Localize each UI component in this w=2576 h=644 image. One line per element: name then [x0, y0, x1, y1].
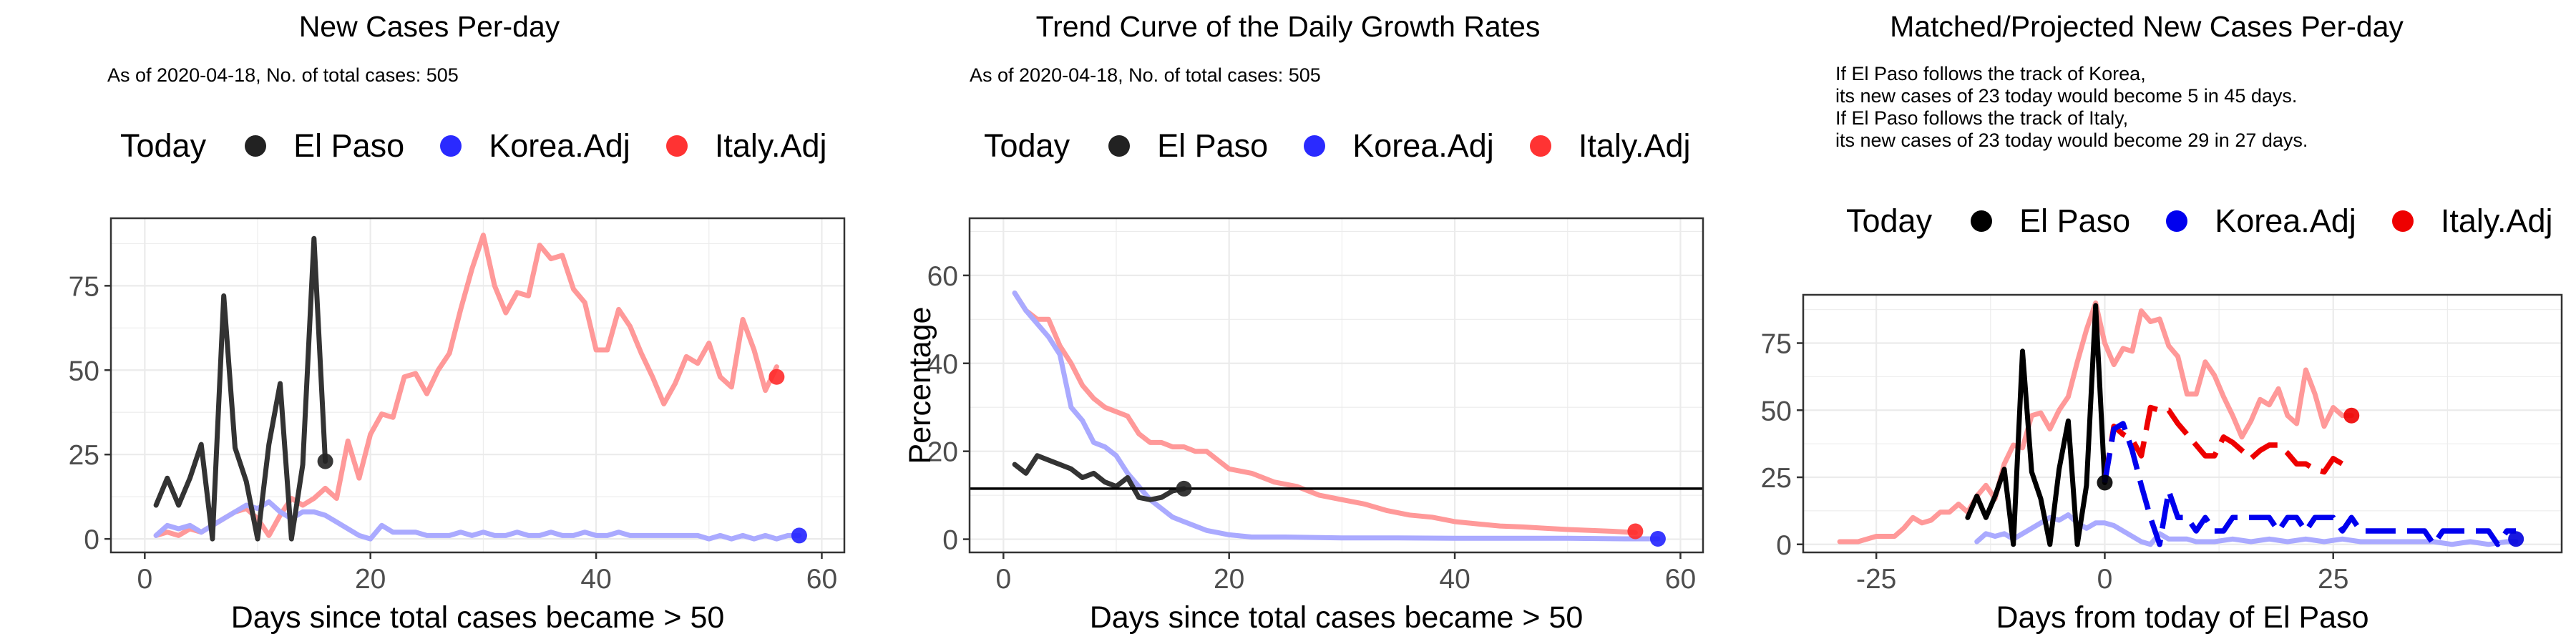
- series-line-italy-adj-matched: [1837, 300, 2354, 545]
- y-tick-label: 50: [69, 356, 99, 386]
- legend: Today El Paso Korea.Adj Italy.Adj: [984, 127, 1719, 165]
- subtitle-line: If El Paso follows the track of Korea,: [1835, 63, 2146, 84]
- x-tick-label: 20: [1214, 564, 1244, 595]
- plot-background: [970, 218, 1703, 552]
- series-line-korea-adj-projected: [2102, 421, 2517, 547]
- x-tick-label: 40: [1439, 564, 1470, 595]
- subtitle-line: its new cases of 23 today would become 2…: [1835, 130, 2308, 151]
- y-tick-label: 0: [84, 525, 99, 555]
- legend: Today El Paso Korea.Adj Italy.Adj: [120, 127, 856, 165]
- y-tick-label: 75: [1761, 329, 1792, 360]
- x-tick-label: 0: [2097, 564, 2113, 595]
- chart-title: New Cases Per-day: [298, 10, 560, 43]
- legend-label-el-paso: El Paso: [293, 127, 405, 164]
- legend-title: Today: [120, 127, 207, 164]
- plot-border: [968, 217, 1704, 554]
- x-tick-label: 25: [2318, 564, 2348, 595]
- plot-growth-rates: 0 20 40 60 0 20 40 60 Days since total cases bec…: [903, 217, 1704, 635]
- y-axis-title: Percentage: [903, 307, 937, 464]
- legend-label-italy: Italy.Adj: [1578, 127, 1691, 164]
- panel-new-cases: New Cases Per-day As of 2020-04-18, No. …: [0, 0, 859, 644]
- y-tick-label: 40: [927, 349, 958, 380]
- today-point-italy-adj: [1627, 523, 1644, 540]
- legend-label-korea: Korea.Adj: [489, 127, 630, 164]
- x-tick-label: 60: [806, 564, 837, 595]
- today-point-el-paso: [1176, 480, 1192, 497]
- x-tick-label: 0: [995, 564, 1011, 595]
- legend-label-korea: Korea.Adj: [1352, 127, 1494, 164]
- legend-key-italy: [2391, 210, 2414, 232]
- plot-new-cases: 0 20 40 60 0 25 50 75 Days since total cases bec…: [69, 217, 846, 635]
- legend-key-el-paso: [1108, 135, 1131, 157]
- legend-key-korea: [2166, 210, 2188, 232]
- panel-growth-rates: Trend Curve of the Daily Growth Rates As…: [859, 0, 1717, 644]
- panel-projected-cases: Matched/Projected New Cases Per-day If E…: [1717, 0, 2576, 644]
- legend-key-korea: [1304, 135, 1326, 157]
- y-tick-label: 60: [927, 261, 958, 292]
- series-line-italy-adj-projected: [2102, 404, 2353, 484]
- today-point-korea-adj: [1649, 530, 1666, 547]
- x-tick-label: 20: [355, 564, 386, 595]
- legend-key-korea: [440, 135, 462, 157]
- legend-key-italy: [1529, 135, 1551, 157]
- x-tick-label: 40: [580, 564, 611, 595]
- today-point-italy-adj: [769, 369, 785, 385]
- chart-title: Matched/Projected New Cases Per-day: [1890, 10, 2404, 43]
- series-line-el-paso: [1012, 453, 1187, 502]
- y-tick-label: 50: [1761, 396, 1792, 426]
- chart-subtitle: As of 2020-04-18, No. of total cases: 50…: [970, 64, 1321, 86]
- series-line-italy-adj: [1012, 291, 1638, 535]
- plot-background: [1803, 295, 2562, 552]
- legend-key-italy: [665, 135, 688, 157]
- y-tick-label: 75: [69, 271, 99, 302]
- series-line-korea-adj: [1012, 291, 1661, 542]
- y-tick-label: 25: [1761, 463, 1792, 494]
- today-point-el-paso: [317, 453, 333, 469]
- series-line-el-paso: [153, 235, 328, 542]
- chart-title: Trend Curve of the Daily Growth Rates: [1035, 10, 1541, 43]
- legend-label-el-paso: El Paso: [1157, 127, 1269, 164]
- legend-key-el-paso: [1971, 210, 1993, 232]
- today-point-korea-adj: [2508, 531, 2524, 547]
- x-axis-title: Days since total cases became > 50: [231, 600, 725, 635]
- today-point-italy-adj: [2343, 407, 2360, 424]
- legend-label-italy: Italy.Adj: [714, 127, 827, 164]
- subtitle-line: its new cases of 23 today would become 5…: [1835, 85, 2298, 107]
- x-tick-label: -25: [1856, 564, 1896, 595]
- x-tick-label: 60: [1665, 564, 1696, 595]
- legend-label-el-paso: El Paso: [2019, 203, 2131, 239]
- legend-label-korea: Korea.Adj: [2215, 203, 2356, 239]
- y-tick-label: 20: [927, 437, 958, 468]
- today-point-korea-adj: [791, 527, 807, 544]
- legend-title: Today: [984, 127, 1070, 164]
- legend: Today El Paso Korea.Adj Italy.Adj: [1846, 203, 2576, 240]
- series-line-el-paso: [1965, 303, 2107, 547]
- x-tick-label: 0: [137, 564, 152, 595]
- y-tick-label: 0: [1776, 530, 1792, 561]
- subtitle-line: If El Paso follows the track of Italy,: [1835, 107, 2129, 129]
- chart-subtitle: As of 2020-04-18, No. of total cases: 50…: [107, 64, 459, 86]
- series-line-korea-adj-matched: [1974, 512, 2519, 547]
- legend-title: Today: [1846, 203, 1933, 239]
- legend-label-italy: Italy.Adj: [2440, 203, 2553, 239]
- chart-subtitle: If El Paso follows the track of Korea, i…: [1835, 63, 2308, 152]
- y-tick-label: 25: [69, 440, 99, 471]
- plot-border: [1802, 293, 2563, 554]
- x-axis-title: Days since total cases became > 50: [1090, 600, 1584, 635]
- x-axis-title: Days from today of El Paso: [1996, 600, 2369, 635]
- plot-projected-cases: -25 0 25 0 25 50 75 Days from today of El Paso: [1761, 293, 2563, 635]
- legend-key-el-paso: [245, 135, 267, 157]
- y-tick-label: 0: [942, 525, 958, 556]
- today-point-el-paso: [2097, 474, 2113, 491]
- plot-border: [109, 217, 846, 554]
